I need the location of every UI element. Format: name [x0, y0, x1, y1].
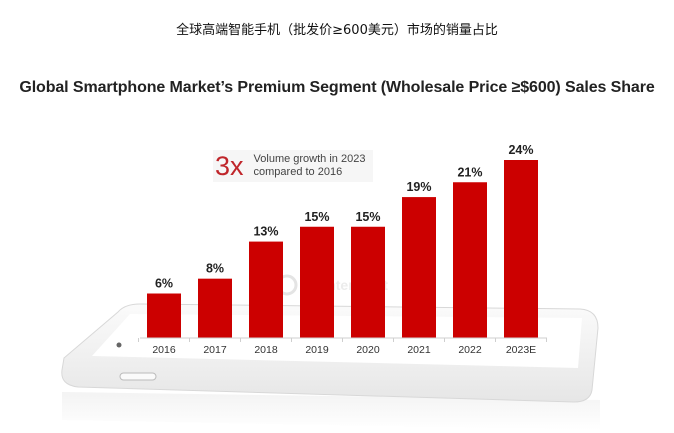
value-label-2016: 6%	[155, 277, 173, 291]
phone-reflection	[62, 392, 600, 430]
bar-2020	[351, 226, 385, 338]
value-label-2019: 15%	[304, 210, 329, 224]
value-label-2021: 19%	[406, 180, 431, 194]
x-tick-label: 2021	[407, 344, 431, 356]
bar-2019	[300, 226, 334, 338]
x-tick-label: 2023E	[506, 344, 536, 356]
x-tick-label: 2019	[305, 344, 329, 356]
value-labels: 6% 8% 13% 15% 15% 19% 21% 24%	[155, 143, 534, 291]
growth-multiplier: 3x	[215, 151, 244, 181]
x-axis-ticks	[138, 338, 547, 342]
bar-2018	[249, 241, 283, 338]
bar-2022	[453, 182, 487, 338]
value-label-2022: 21%	[457, 165, 482, 179]
annotation-line-2: compared to 2016	[253, 166, 343, 178]
chinese-title: 全球高端智能手机（批发价≥600美元）市场的销量占比	[176, 23, 498, 38]
phone-home-button	[119, 372, 157, 381]
x-tick-label: 2016	[152, 344, 176, 356]
bar-2016	[147, 293, 181, 338]
x-tick-label: 2022	[458, 344, 482, 356]
x-tick-label: 2018	[254, 344, 278, 356]
chart-title: Global Smartphone Market’s Premium Segme…	[19, 79, 655, 96]
bars-group	[147, 160, 538, 338]
value-label-2018: 13%	[253, 225, 278, 239]
value-label-2023E: 24%	[508, 143, 533, 157]
annotation-line-1: Volume growth in 2023	[253, 153, 366, 165]
x-axis-labels: 2016 2017 2018 2019 2020 2021 2022 2023E	[152, 344, 536, 356]
value-label-2017: 8%	[206, 262, 224, 276]
phone-camera-icon	[116, 342, 122, 348]
annotation-box: 3x Volume growth in 2023 compared to 201…	[213, 150, 374, 182]
x-tick-label: 2020	[356, 344, 380, 356]
bar-2023E	[504, 160, 538, 338]
x-tick-label: 2017	[203, 344, 227, 356]
value-label-2020: 15%	[355, 210, 380, 224]
bar-2021	[402, 197, 436, 338]
bar-2017	[198, 278, 232, 338]
